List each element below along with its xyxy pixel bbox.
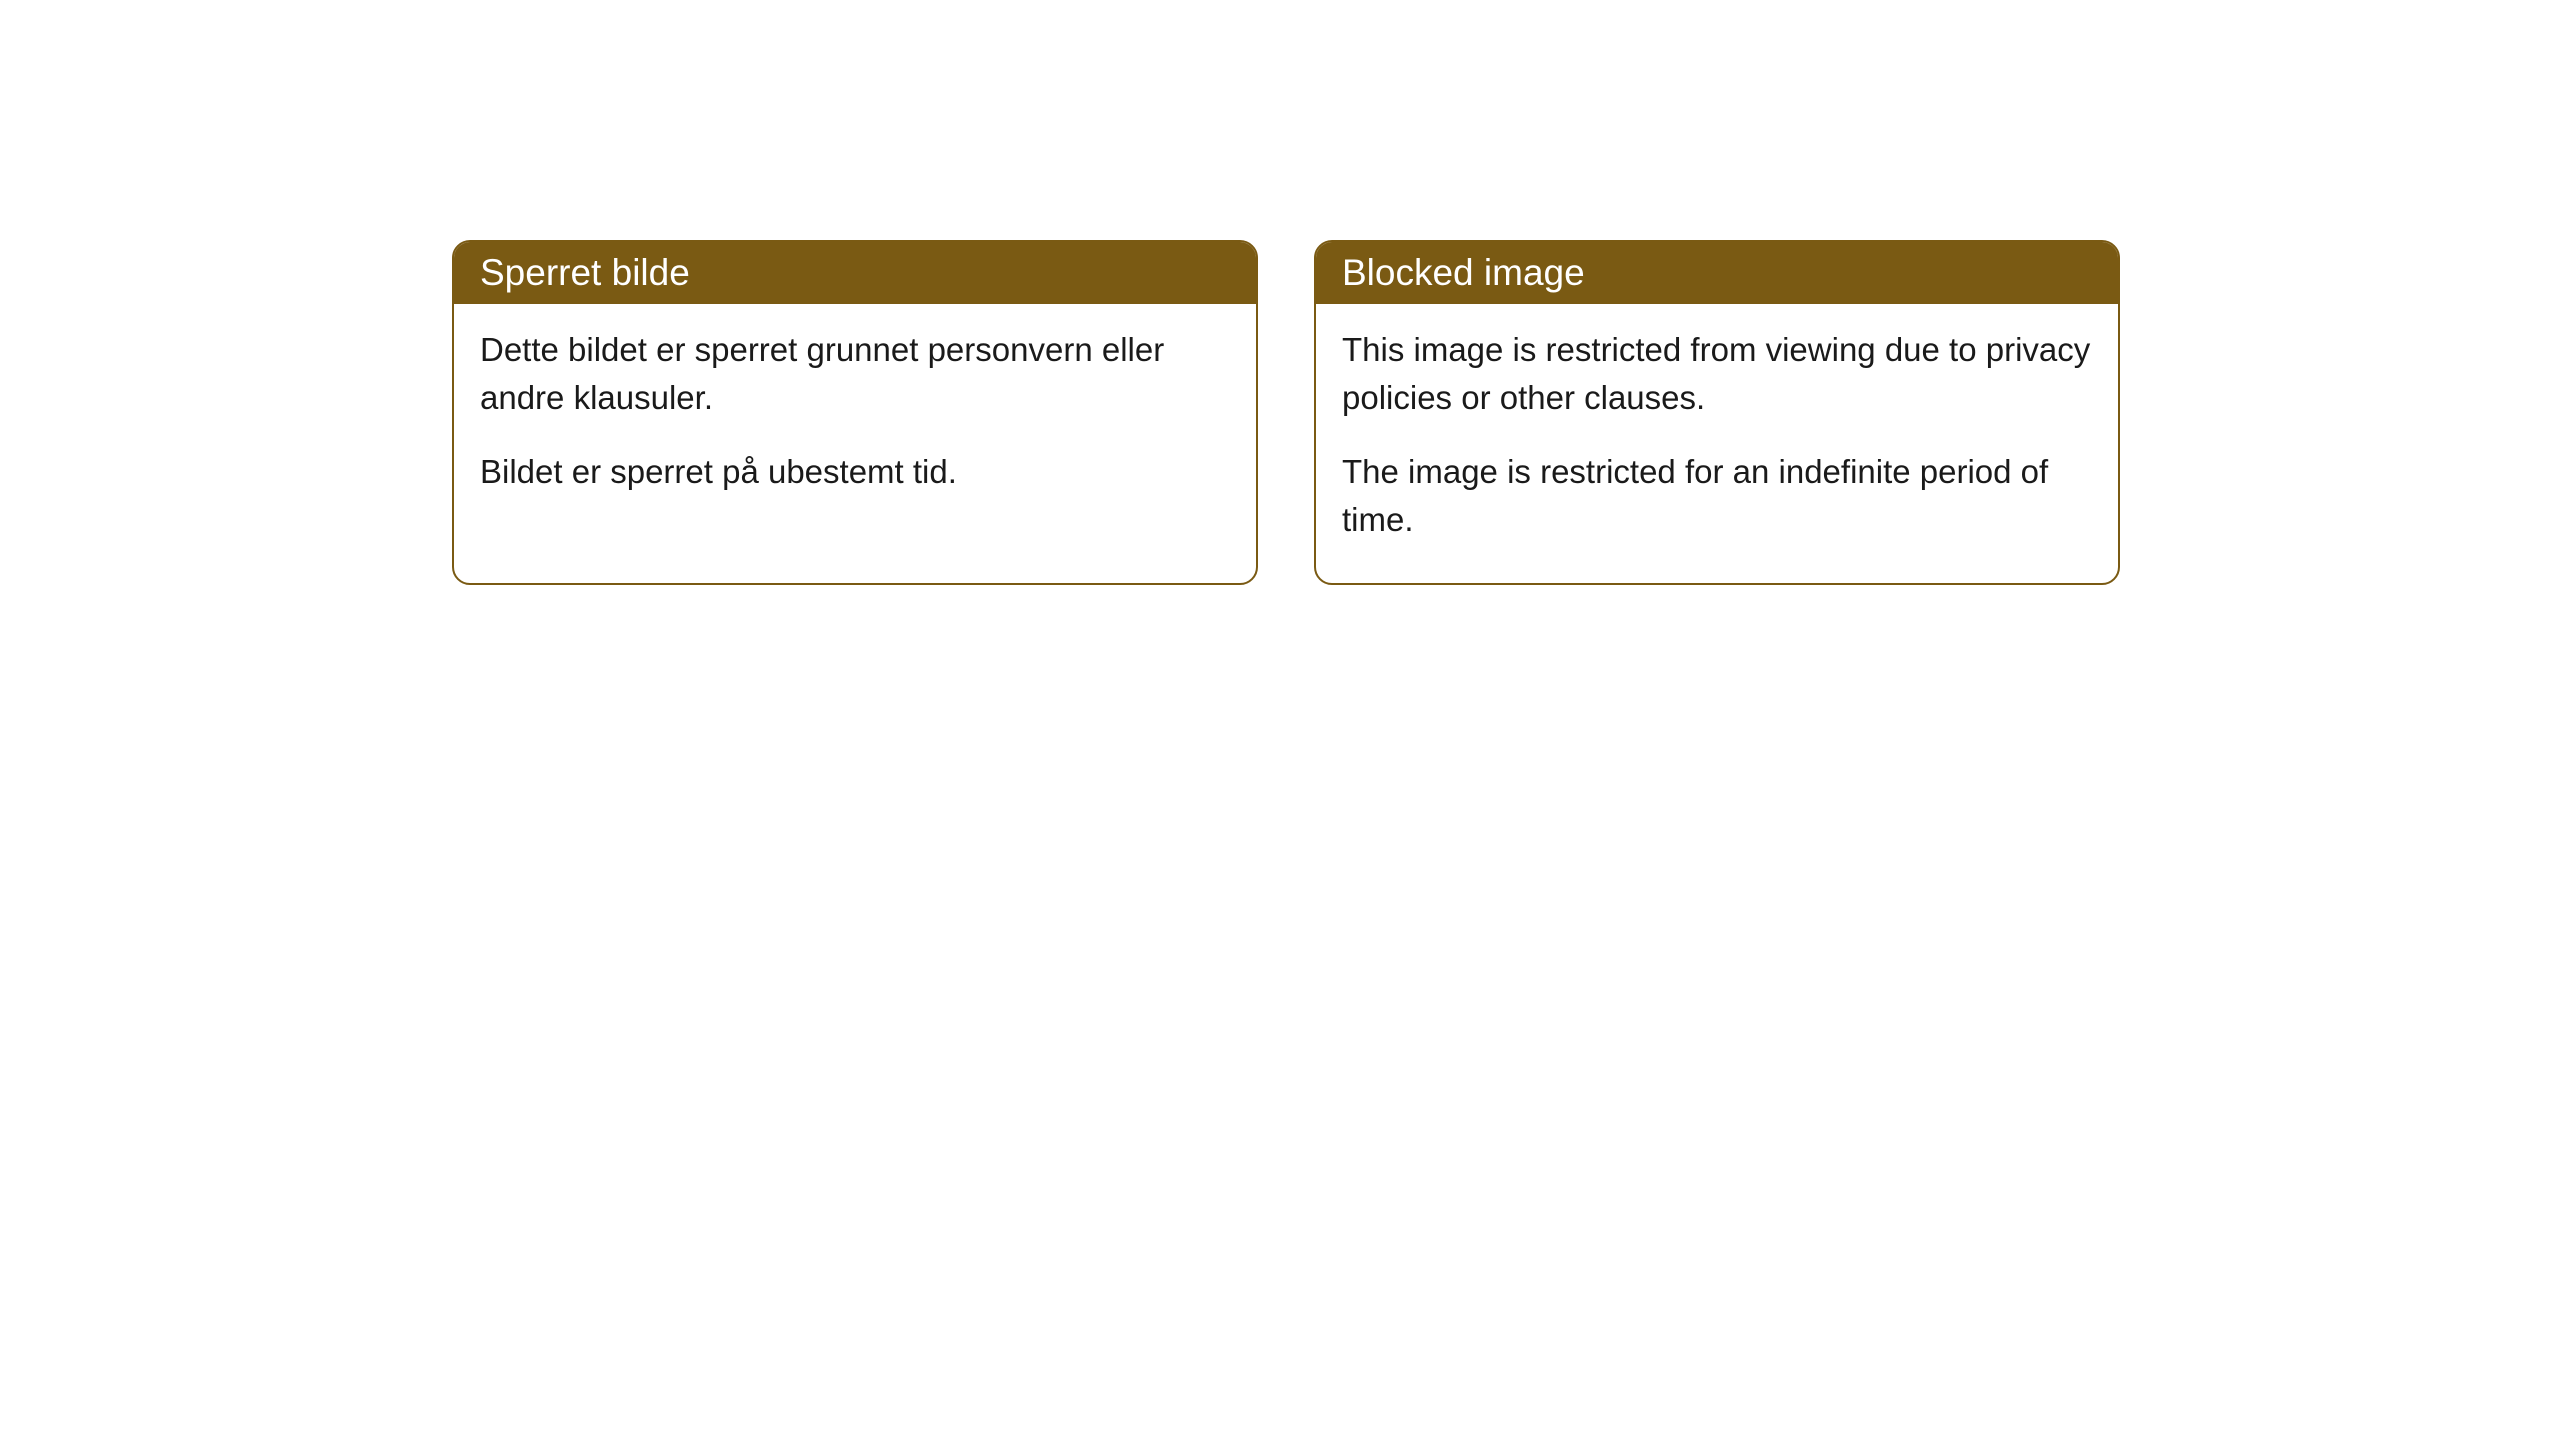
card-paragraph: Bildet er sperret på ubestemt tid. <box>480 448 1230 496</box>
card-header: Sperret bilde <box>454 242 1256 304</box>
card-paragraph: Dette bildet er sperret grunnet personve… <box>480 326 1230 422</box>
card-header: Blocked image <box>1316 242 2118 304</box>
card-paragraph: This image is restricted from viewing du… <box>1342 326 2092 422</box>
blocked-image-card-no: Sperret bilde Dette bildet er sperret gr… <box>452 240 1258 585</box>
card-body: This image is restricted from viewing du… <box>1316 304 2118 583</box>
card-body: Dette bildet er sperret grunnet personve… <box>454 304 1256 536</box>
notice-cards-container: Sperret bilde Dette bildet er sperret gr… <box>452 240 2120 585</box>
card-paragraph: The image is restricted for an indefinit… <box>1342 448 2092 544</box>
blocked-image-card-en: Blocked image This image is restricted f… <box>1314 240 2120 585</box>
